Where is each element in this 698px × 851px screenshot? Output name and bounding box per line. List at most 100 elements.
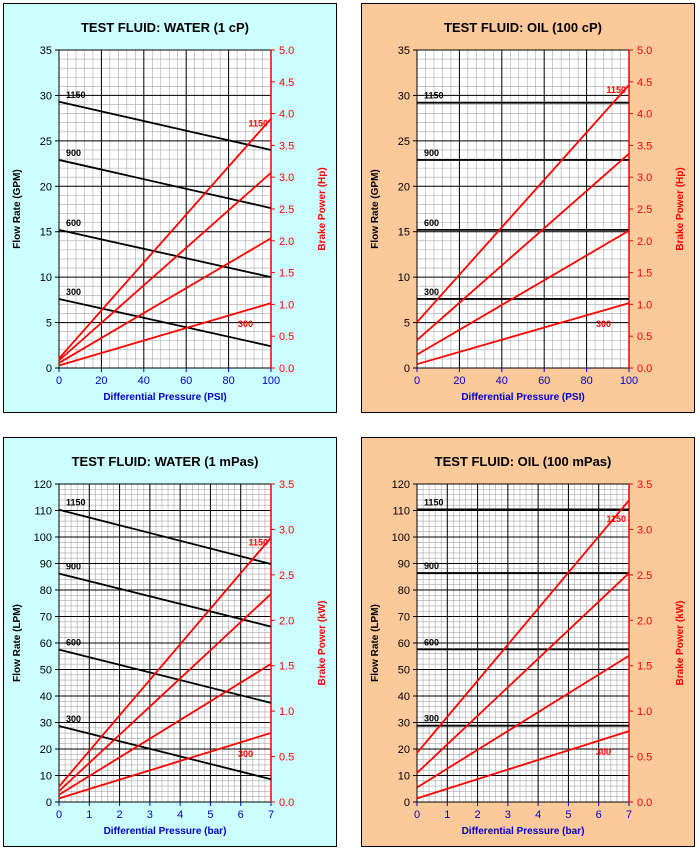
power-label-300: 300 bbox=[596, 319, 611, 329]
y-tick-label: 0 bbox=[404, 363, 410, 375]
y2-tick-label: 1.0 bbox=[279, 299, 294, 311]
x-axis-label: Differential Pressure (bar) bbox=[462, 826, 585, 837]
y-tick-label: 15 bbox=[40, 227, 52, 239]
power-line-300 bbox=[58, 302, 272, 367]
flow-line-600 bbox=[58, 648, 272, 704]
y-axis-label: Flow Rate (LPM) bbox=[12, 604, 23, 682]
power-line-900 bbox=[416, 572, 630, 774]
flow-label-1150: 1150 bbox=[424, 497, 444, 507]
flow-line-1150 bbox=[58, 100, 272, 151]
flow-label-1150: 1150 bbox=[66, 498, 86, 508]
y2-tick-label: 2.5 bbox=[279, 204, 294, 216]
y-tick-label: 60 bbox=[40, 638, 52, 650]
y-tick-label: 10 bbox=[40, 771, 52, 783]
power-line-300 bbox=[416, 730, 630, 800]
x-tick-label: 7 bbox=[626, 809, 632, 821]
y2-tick-label: 1.0 bbox=[637, 706, 652, 718]
y-tick-label: 50 bbox=[398, 665, 410, 677]
power-label-1150: 1150 bbox=[248, 119, 268, 129]
y2-tick-label: 3.5 bbox=[279, 479, 294, 491]
flow-label-1150: 1150 bbox=[424, 91, 444, 101]
y2-tick-label: 0.0 bbox=[279, 363, 294, 375]
flow-label-300: 300 bbox=[66, 287, 81, 297]
y2-tick-label: 2.0 bbox=[637, 236, 652, 248]
power-line-600 bbox=[58, 663, 272, 796]
y2-axis-label: Brake Power (Hp) bbox=[317, 167, 328, 250]
y-tick-label: 10 bbox=[398, 771, 410, 783]
y-tick-label: 30 bbox=[398, 90, 410, 102]
x-tick-label: 2 bbox=[475, 809, 481, 821]
flow-line-900 bbox=[58, 572, 272, 628]
y-tick-label: 100 bbox=[34, 532, 52, 544]
x-tick-label: 6 bbox=[238, 809, 244, 821]
flow-label-900: 900 bbox=[424, 148, 439, 158]
flow-label-600: 600 bbox=[424, 637, 439, 647]
x-tick-label: 3 bbox=[147, 809, 153, 821]
y-tick-label: 35 bbox=[398, 45, 410, 57]
power-line-900 bbox=[416, 152, 630, 341]
y2-axis-label: Brake Power (kW) bbox=[317, 600, 328, 685]
y2-tick-label: 1.5 bbox=[637, 268, 652, 280]
power-label-1150: 1150 bbox=[606, 514, 626, 524]
chart-panel-oil-cp: TEST FLUID: OIL (100 cP) 0 20 40 60 80 100 0 5 10… bbox=[361, 3, 695, 413]
y-tick-label: 80 bbox=[398, 585, 410, 597]
y-tick-label: 70 bbox=[40, 612, 52, 624]
y2-tick-label: 1.5 bbox=[279, 661, 294, 673]
power-line-300 bbox=[416, 302, 630, 366]
y-tick-label: 0 bbox=[404, 797, 410, 809]
y2-tick-label: 2.5 bbox=[637, 204, 652, 216]
x-tick-label: 60 bbox=[538, 375, 550, 387]
chart-title: TEST FLUID: OIL (100 mPas) bbox=[435, 454, 612, 469]
y2-axis-label: Brake Power (kW) bbox=[675, 600, 686, 685]
x-tick-label: 0 bbox=[56, 375, 62, 387]
y-tick-label: 20 bbox=[40, 181, 52, 193]
x-tick-label: 100 bbox=[262, 375, 280, 387]
chart-svg-oil-cp: TEST FLUID: OIL (100 cP) 0 20 40 60 80 100 0 5 10… bbox=[370, 20, 686, 403]
power-label-300: 300 bbox=[238, 749, 253, 759]
y-tick-label: 70 bbox=[398, 612, 410, 624]
y-axis-label: Flow Rate (GPM) bbox=[370, 169, 381, 248]
chart-svg-water-mpas: TEST FLUID: WATER (1 mPas)0 1 2 3 4 5 6 7010203… bbox=[12, 454, 328, 837]
chart-title: TEST FLUID: WATER (1 cP) bbox=[81, 20, 249, 35]
y2-tick-label: 4.5 bbox=[637, 77, 652, 89]
y-tick-label: 100 bbox=[392, 532, 410, 544]
y2-tick-label: 0.0 bbox=[637, 797, 652, 809]
y-tick-label: 20 bbox=[40, 744, 52, 756]
y2-tick-label: 0.5 bbox=[279, 331, 294, 343]
y-tick-label: 90 bbox=[40, 559, 52, 571]
y2-tick-label: 1.0 bbox=[279, 706, 294, 718]
y2-tick-label: 1.0 bbox=[637, 299, 652, 311]
y-tick-label: 20 bbox=[398, 181, 410, 193]
power-line-1150 bbox=[416, 499, 630, 754]
y2-tick-label: 5.0 bbox=[279, 45, 294, 57]
y-axis-label: Flow Rate (GPM) bbox=[12, 169, 23, 248]
flow-label-900: 900 bbox=[66, 148, 81, 158]
flow-label-300: 300 bbox=[424, 714, 439, 724]
x-tick-label: 5 bbox=[207, 809, 213, 821]
y2-tick-label: 2.0 bbox=[279, 615, 294, 627]
power-line-900 bbox=[58, 593, 272, 792]
y-tick-label: 110 bbox=[392, 506, 410, 518]
chart-panel-water-cp: TEST FLUID: WATER (1 cP) 0 20 40 60 80 100 0 5 10… bbox=[3, 3, 337, 413]
y-tick-label: 0 bbox=[46, 797, 52, 809]
x-tick-label: 20 bbox=[95, 375, 107, 387]
y-tick-label: 25 bbox=[398, 136, 410, 148]
y2-tick-label: 3.0 bbox=[637, 172, 652, 184]
power-label-1150: 1150 bbox=[606, 85, 626, 95]
x-tick-label: 3 bbox=[505, 809, 511, 821]
power-label-300: 300 bbox=[238, 319, 253, 329]
flow-label-900: 900 bbox=[66, 562, 81, 572]
y-tick-label: 30 bbox=[40, 90, 52, 102]
y2-tick-label: 2.0 bbox=[279, 236, 294, 248]
x-tick-label: 40 bbox=[138, 375, 150, 387]
x-tick-label: 100 bbox=[620, 375, 638, 387]
x-axis-label: Differential Pressure (bar) bbox=[104, 826, 227, 837]
y-tick-label: 25 bbox=[40, 136, 52, 148]
x-tick-label: 40 bbox=[496, 375, 508, 387]
y2-tick-label: 0.5 bbox=[637, 752, 652, 764]
flow-line-300 bbox=[58, 725, 272, 781]
y2-tick-label: 1.5 bbox=[279, 268, 294, 280]
power-line-600 bbox=[416, 229, 630, 356]
y-tick-label: 120 bbox=[34, 479, 52, 491]
chart-panel-oil-mpas: TEST FLUID: OIL (100 mPas) 0 1 2 3 4 5 6 7 0 10 20 3… bbox=[361, 437, 695, 847]
